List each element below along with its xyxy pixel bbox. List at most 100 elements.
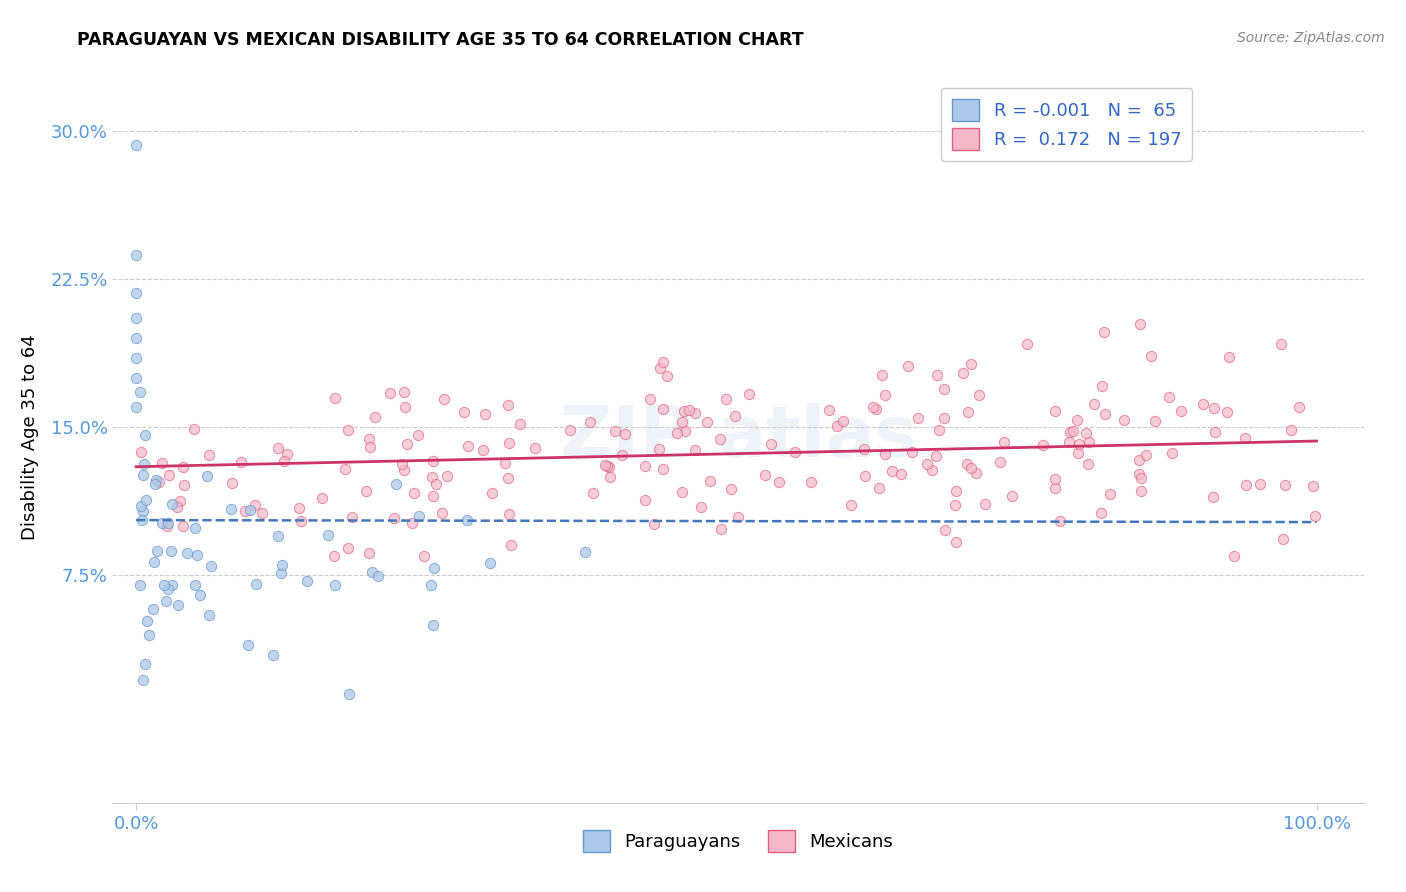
Point: [690, 500, 713, 514]
Point: [650, 361, 672, 376]
Point: [1112, 413, 1135, 427]
Point: [148, 475, 170, 490]
Point: [325, 578, 347, 592]
Point: [1191, 397, 1213, 411]
Point: [498, 436, 520, 450]
Point: [1090, 506, 1112, 520]
Point: [457, 439, 479, 453]
Point: [873, 388, 896, 402]
Point: [1083, 397, 1105, 411]
Point: [333, 462, 356, 476]
Point: [593, 458, 616, 472]
Point: [262, 648, 284, 662]
Point: [172, 460, 194, 475]
Point: [633, 459, 655, 474]
Point: [610, 448, 633, 462]
Point: [1092, 326, 1115, 340]
Point: [945, 484, 967, 499]
Point: [696, 415, 718, 429]
Point: [1272, 532, 1295, 546]
Point: [420, 470, 443, 484]
Point: [652, 402, 675, 417]
Point: [456, 513, 478, 527]
Point: [273, 454, 295, 468]
Point: [651, 355, 673, 369]
Point: [509, 417, 531, 432]
Point: [1043, 472, 1066, 486]
Point: [430, 506, 453, 520]
Point: [498, 507, 520, 521]
Point: [156, 582, 179, 597]
Point: [1094, 407, 1116, 421]
Point: [200, 559, 222, 574]
Point: [974, 497, 997, 511]
Point: [276, 447, 298, 461]
Point: [290, 514, 312, 528]
Point: [595, 458, 617, 473]
Point: [1076, 425, 1098, 440]
Point: [648, 442, 671, 456]
Point: [1215, 405, 1237, 419]
Point: [1066, 413, 1088, 427]
Point: [474, 407, 496, 421]
Point: [184, 578, 207, 592]
Point: [392, 384, 415, 399]
Point: [1288, 401, 1310, 415]
Point: [156, 516, 179, 530]
Point: [125, 311, 148, 326]
Point: [481, 485, 503, 500]
Point: [361, 565, 384, 579]
Point: [671, 485, 693, 500]
Point: [423, 560, 446, 574]
Point: [267, 529, 290, 543]
Point: [638, 392, 661, 407]
Point: [862, 400, 884, 414]
Point: [907, 410, 929, 425]
Point: [132, 457, 155, 471]
Point: [378, 386, 401, 401]
Point: [1098, 487, 1121, 501]
Point: [169, 493, 191, 508]
Point: [162, 578, 184, 592]
Point: [359, 440, 381, 454]
Point: [921, 463, 943, 477]
Point: [498, 471, 520, 485]
Point: [1078, 434, 1101, 449]
Point: [683, 406, 706, 420]
Point: [523, 442, 546, 456]
Point: [138, 628, 160, 642]
Point: [422, 454, 444, 468]
Point: [917, 458, 939, 472]
Point: [266, 442, 288, 456]
Point: [198, 607, 221, 622]
Point: [761, 437, 783, 451]
Point: [1218, 350, 1240, 364]
Point: [1128, 453, 1150, 467]
Point: [709, 432, 731, 446]
Point: [295, 574, 318, 589]
Point: [959, 357, 981, 371]
Point: [1279, 423, 1302, 437]
Point: [671, 415, 693, 429]
Point: [425, 477, 447, 491]
Point: [186, 548, 208, 562]
Point: [160, 543, 183, 558]
Point: [1062, 424, 1084, 438]
Point: [928, 424, 950, 438]
Point: [406, 428, 429, 442]
Point: [357, 546, 380, 560]
Point: [311, 491, 333, 505]
Point: [768, 475, 790, 490]
Point: [129, 578, 152, 592]
Point: [337, 541, 360, 556]
Point: [956, 458, 979, 472]
Point: [839, 499, 862, 513]
Point: [683, 442, 706, 457]
Point: [422, 489, 444, 503]
Point: [245, 576, 267, 591]
Point: [322, 549, 344, 563]
Point: [288, 501, 311, 516]
Point: [125, 331, 148, 345]
Point: [1204, 401, 1226, 415]
Point: [494, 456, 516, 470]
